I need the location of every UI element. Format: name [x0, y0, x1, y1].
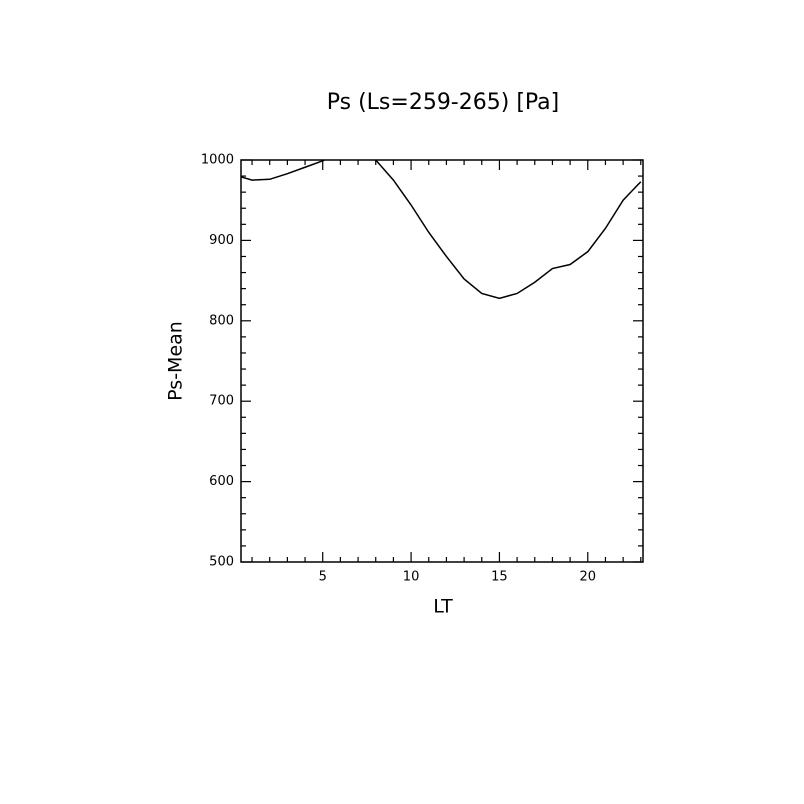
- x-tick-label: 10: [403, 570, 420, 585]
- y-tick-label: 700: [209, 394, 234, 409]
- y-axis-label: Ps-Mean: [165, 321, 187, 401]
- y-tick-label: 800: [209, 313, 234, 328]
- y-tick-label: 900: [209, 233, 234, 248]
- chart-title: Ps (Ls=259-265) [Pa]: [327, 90, 560, 115]
- x-tick-label: 5: [319, 570, 327, 585]
- x-axis-label: LT: [433, 596, 453, 618]
- data-line: [241, 160, 642, 300]
- plot-frame: [240, 159, 644, 563]
- y-tick-label: 600: [209, 474, 234, 489]
- y-tick-label: 1000: [201, 153, 234, 168]
- x-tick-label: 15: [491, 570, 508, 585]
- x-tick-label: 20: [580, 570, 597, 585]
- y-tick-label: 500: [209, 555, 234, 570]
